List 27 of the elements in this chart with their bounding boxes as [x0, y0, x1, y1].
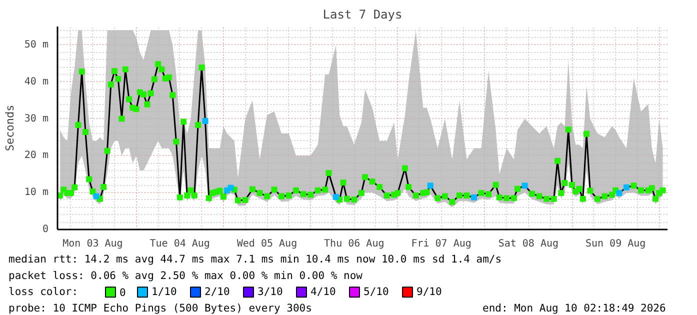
legend-label: 5/10: [364, 286, 389, 298]
x-tick-label: Wed 05 Aug: [236, 238, 298, 250]
text: median rtt: 14.2 ms avg 44.7 ms max 7.1 ms min 10.4 ms now 10.0 ms sd 1.4 am/s: [8, 254, 502, 266]
legend-label: 2/10: [204, 286, 230, 298]
x-tick-label: Mon 03 Aug: [62, 238, 123, 250]
y-tick-label: 0: [42, 224, 49, 235]
text: probe: 10 ICMP Echo Pings (500 Bytes) every 300s: [8, 302, 312, 314]
legend-label: 3/10: [258, 286, 283, 298]
chart-title: Last 7 Days: [322, 8, 402, 22]
y-tick-label: 20 m: [24, 150, 49, 162]
y-tick-label: 40 m: [24, 76, 49, 88]
text: packet loss: 0.06 % avg 2.50 % max 0.00 % min 0.00 % now: [8, 270, 364, 282]
y-axis-title: Seconds: [3, 104, 16, 152]
x-tick-label: Sun 09 Aug: [585, 238, 646, 250]
legend-label: 0: [120, 287, 126, 300]
y-tick-label: 30 m: [24, 113, 49, 124]
y-tick-label: 10 m: [24, 187, 49, 198]
x-tick-label: Sat 08 Aug: [498, 238, 559, 250]
legend-label: 9/10: [416, 286, 442, 298]
legend-label: 1/10: [152, 286, 177, 298]
x-tick-label: Tue 04 Aug: [150, 238, 210, 250]
x-tick-label: Fri 07 Aug: [411, 238, 472, 250]
legend-title: loss color:: [8, 286, 78, 298]
text: end: Mon Aug 10 02:18:49 2026: [482, 302, 666, 314]
legend-label: 4/10: [310, 286, 336, 298]
x-tick-label: Thu 06 Aug: [324, 238, 384, 250]
y-tick-label: 50 m: [24, 39, 49, 50]
